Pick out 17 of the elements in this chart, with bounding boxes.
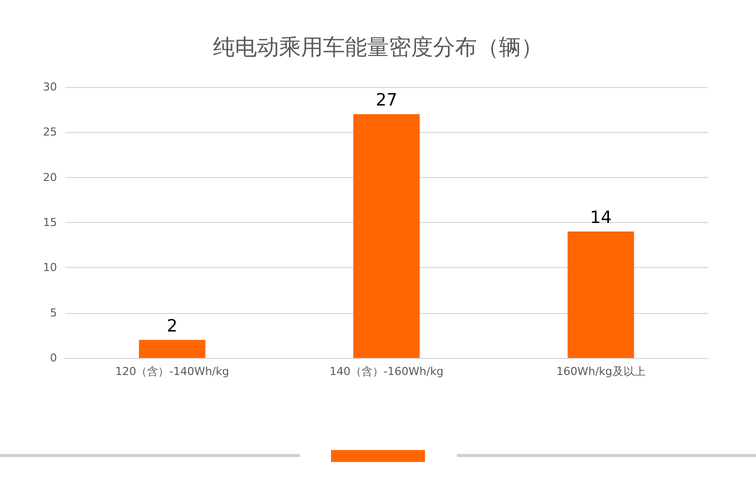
y-tick-label: 20: [43, 170, 57, 184]
data-label: 14: [590, 208, 612, 228]
x-tick-label: 160Wh/kg及以上: [556, 365, 646, 378]
y-tick-label: 30: [43, 80, 57, 94]
x-tick-label: 140（含）-160Wh/kg: [330, 365, 444, 378]
y-tick-label: 25: [43, 126, 57, 139]
y-tick-label: 15: [43, 216, 57, 229]
data-label: 2: [166, 316, 178, 336]
data-label: 27: [376, 90, 398, 111]
y-tick-label: 5: [50, 306, 57, 320]
bar: [138, 340, 206, 358]
y-tick-label: 10: [43, 261, 57, 274]
bar: [353, 114, 420, 358]
bar: [568, 232, 634, 358]
x-tick-label: 120（含）-140Wh/kg: [115, 365, 230, 378]
y-tick-label: 0: [50, 352, 57, 364]
chart-title: 纯电动乘用车能量密度分布（辆）: [213, 36, 543, 60]
